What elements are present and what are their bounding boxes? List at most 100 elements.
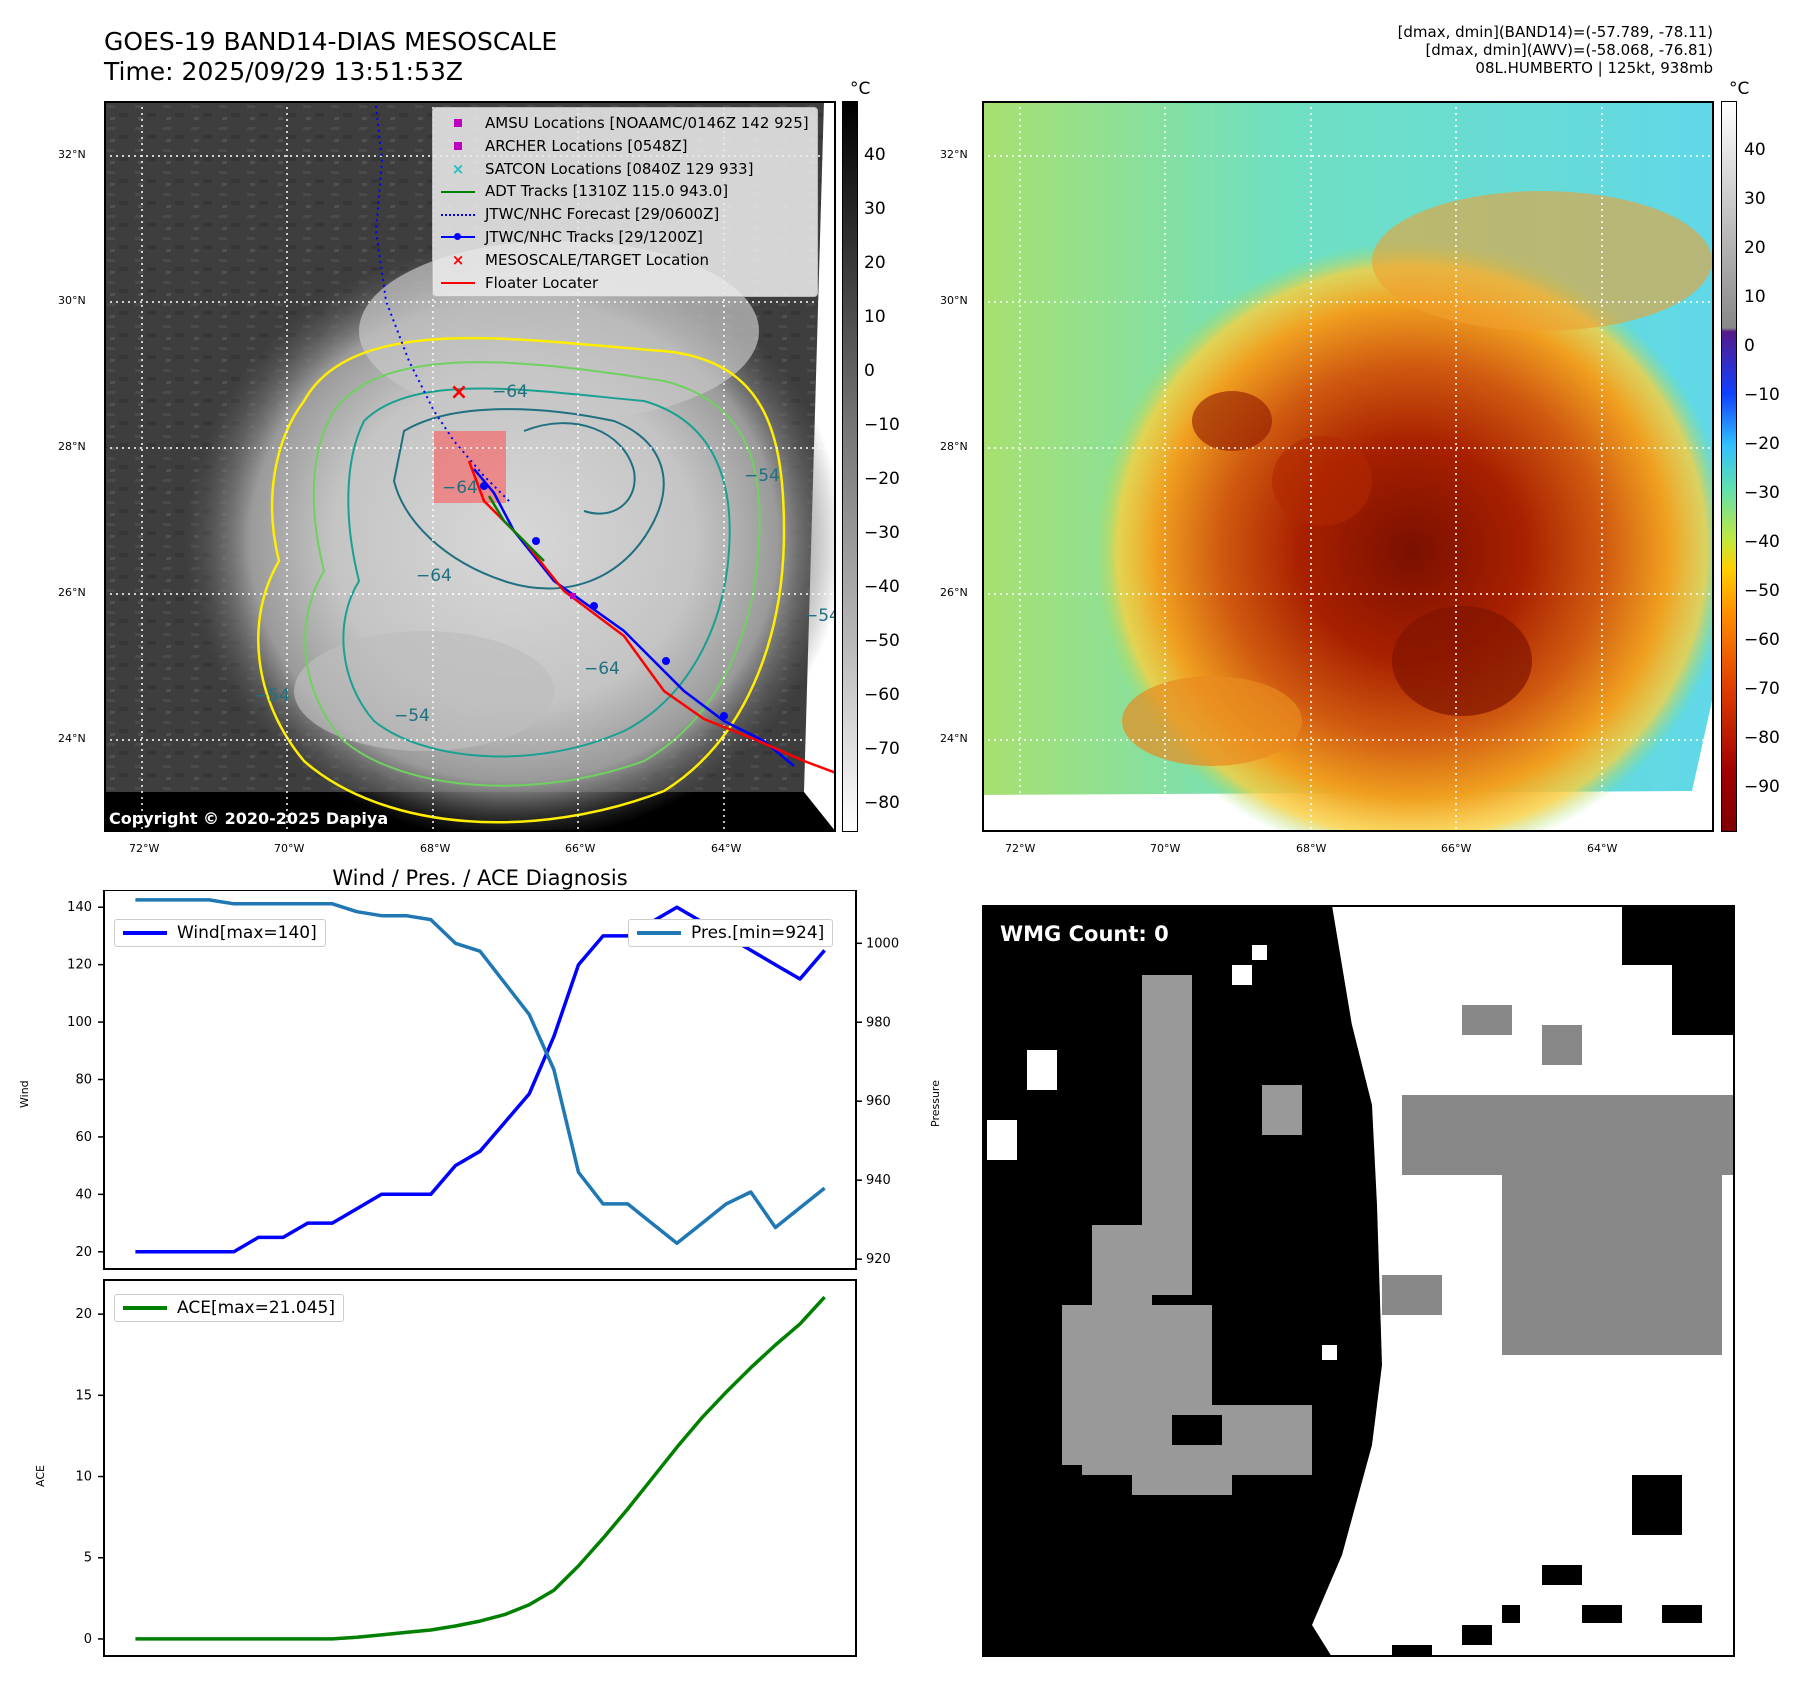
green-line-icon [123,1306,167,1310]
colorbar-tick: −90 [1744,777,1780,797]
map-legend: AMSU Locations [NOAAMC/0146Z 142 925] AR… [432,107,818,298]
square-marker-icon [441,115,475,131]
legend-item-satcon: × SATCON Locations [0840Z 129 933] [441,158,809,181]
lat-tick: 24°N [940,732,968,745]
y-tick-label: 80 [75,1073,92,1088]
left-colorbar-unit: °C [850,79,871,99]
y-tick-label: 10 [75,1470,92,1485]
lon-tick: 68°W [420,842,451,855]
legend-item-floater: Floater Locater [441,272,809,295]
info-line-1: [dmax, dmin](BAND14)=(-57.789, -78.11) [1397,23,1713,41]
wind-axis-label: Wind [18,1080,31,1108]
info-line-2: [dmax, dmin](AWV)=(-58.068, -76.81) [1425,41,1713,59]
lon-tick: 70°W [1150,842,1181,855]
wind-legend: Wind[max=140] [114,919,326,947]
y2-tick-label: 980 [866,1015,891,1030]
y-tick-label: 60 [75,1130,92,1145]
legend-item-adt: ADT Tracks [1310Z 115.0 943.0] [441,180,809,203]
pressure-legend: Pres.[min=924] [628,919,834,947]
legend-item-archer: ARCHER Locations [0548Z] [441,135,809,158]
lat-tick: 30°N [940,294,968,307]
steel-blue-line-icon [637,931,681,935]
colorbar-tick: 40 [1744,140,1766,160]
lat-tick: 32°N [58,148,86,161]
lon-tick: 68°W [1296,842,1327,855]
colorbar-tick: −20 [864,469,900,489]
legend-item-forecast: JTWC/NHC Forecast [29/0600Z] [441,203,809,226]
contour-label: −54 [394,706,430,726]
colorbar-tick: −30 [1744,483,1780,503]
series-line-0 [135,1295,826,1641]
lon-tick: 70°W [274,842,305,855]
ace-chart: 0 5 10 15 20 [75,1279,857,1657]
colorbar-tick: −60 [1744,630,1780,650]
pressure-legend-label: Pres.[min=924] [691,923,825,943]
colorbar-tick: −10 [864,415,900,435]
lon-tick: 72°W [1005,842,1036,855]
lon-tick: 66°W [565,842,596,855]
legend-item-amsu: AMSU Locations [NOAAMC/0146Z 142 925] [441,112,809,135]
line-dot-icon [441,229,475,245]
x-marker-icon: × [451,159,465,178]
ace-axis-label: ACE [34,1465,47,1487]
pressure-axis-label: Pressure [929,1080,942,1127]
lon-tick: 72°W [129,842,160,855]
intensity-info: [dmax, dmin](BAND14)=(-57.789, -78.11) [… [1398,23,1713,77]
contour-label: −64 [416,566,452,586]
lat-tick: 24°N [58,732,86,745]
y-tick-label: 20 [75,1245,92,1260]
colorbar-tick: −40 [864,577,900,597]
colorbar-tick: −50 [864,631,900,651]
y-tick-label: 15 [75,1388,92,1403]
y-tick-label: 100 [67,1015,92,1030]
line-marker-icon [441,275,475,291]
contour-label: −54 [804,606,836,626]
y2-tick-label: 1000 [866,936,899,951]
contour-label: −54 [744,466,780,486]
wmg-count-label: WMG Count: 0 [1000,922,1169,946]
lon-tick: 64°W [711,842,742,855]
square-marker-icon [441,138,475,154]
lat-tick: 28°N [940,440,968,453]
ace-legend: ACE[max=21.045] [114,1294,344,1322]
colorbar-tick: 20 [1744,238,1766,258]
lat-tick: 28°N [58,440,86,453]
ir-map-right-frame [982,101,1714,832]
figure-title: GOES-19 BAND14-DIAS MESOSCALE Time: 2025… [104,27,557,87]
colorbar-tick: −80 [864,793,900,813]
title-line-2: Time: 2025/09/29 13:51:53Z [104,57,463,86]
y-tick-label: 140 [67,900,92,915]
colorbar-tick: −10 [1744,385,1780,405]
contour-label: −64 [442,478,478,498]
y-tick-label: 5 [84,1551,92,1566]
y2-tick-label: 960 [866,1094,891,1109]
info-line-3: 08L.HUMBERTO | 125kt, 938mb [1475,59,1713,77]
y-tick-label: 0 [84,1632,92,1647]
colorbar-tick: −50 [1744,581,1780,601]
wind-legend-label: Wind[max=140] [177,923,317,943]
colorbar-tick: 20 [864,253,886,273]
y-tick-label: 40 [75,1187,92,1202]
lon-tick: 64°W [1587,842,1618,855]
colorbar-tick: 30 [1744,189,1766,209]
lat-tick: 32°N [940,148,968,161]
colorbar-tick: −80 [1744,728,1780,748]
blue-line-icon [123,931,167,935]
colorbar-tick: −70 [864,739,900,759]
diagnosis-chart-title: Wind / Pres. / ACE Diagnosis [332,866,628,890]
line-marker-icon [441,184,475,200]
colorbar-tick: −60 [864,685,900,705]
title-line-1: GOES-19 BAND14-DIAS MESOSCALE [104,27,558,56]
left-colorbar [842,101,858,832]
colorbar-tick: 10 [864,307,886,327]
colorbar-tick: 0 [1744,336,1755,356]
contour-label: −54 [254,686,290,706]
colorbar-tick: −70 [1744,679,1780,699]
legend-item-tracks: JTWC/NHC Tracks [29/1200Z] [441,226,809,249]
y-tick-label: 20 [75,1307,92,1322]
colorbar-tick: 0 [864,361,875,381]
series-line-1 [135,898,826,1246]
colorbar-tick: 30 [864,199,886,219]
ir-map-left-frame [104,101,836,832]
svg-text:×: × [450,380,468,405]
